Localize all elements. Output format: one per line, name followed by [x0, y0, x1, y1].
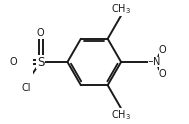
Text: O: O — [37, 28, 44, 38]
Text: ─N: ─N — [148, 57, 161, 67]
Text: S: S — [37, 56, 44, 68]
Text: O: O — [9, 57, 17, 67]
Text: O: O — [159, 69, 167, 79]
Text: CH$_3$: CH$_3$ — [111, 2, 131, 16]
Text: Cl: Cl — [21, 83, 31, 93]
Text: CH$_3$: CH$_3$ — [111, 108, 131, 122]
Text: O: O — [159, 45, 167, 55]
Text: N: N — [153, 57, 160, 67]
